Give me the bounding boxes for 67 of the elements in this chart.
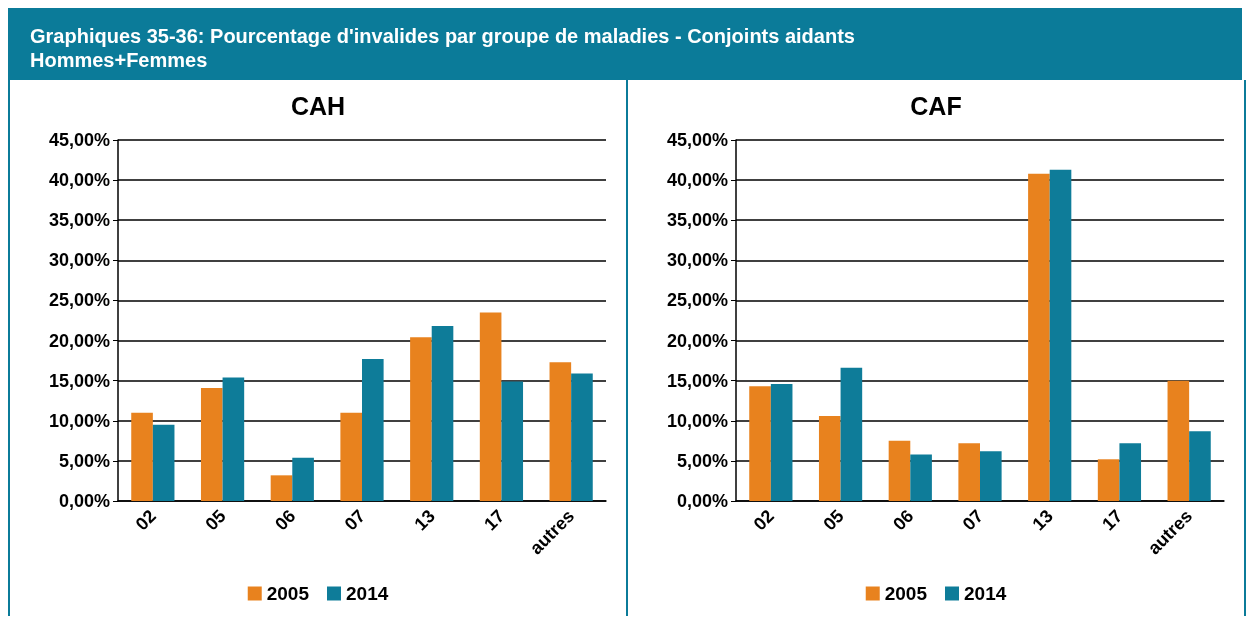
y-tick-label: 30,00% xyxy=(666,250,728,271)
y-tick-label: 35,00% xyxy=(666,210,728,231)
bar xyxy=(1028,173,1050,501)
bar xyxy=(410,337,432,501)
bar xyxy=(1189,431,1211,501)
bar xyxy=(501,381,524,501)
bar xyxy=(888,440,911,501)
bar xyxy=(818,415,841,501)
y-tick-label: 15,00% xyxy=(48,370,110,391)
x-tick-label: 13 xyxy=(1028,505,1057,535)
chart-title: CAF xyxy=(910,91,962,120)
y-tick-label: 5,00% xyxy=(58,450,110,471)
chart-title: CAH xyxy=(290,91,346,120)
bar xyxy=(222,377,245,501)
text: Graphiques 35-36: Pourcentage d'invalides par groupe de maladies - Conjoints aidants Hommes+Femmes xyxy=(8,8,1242,80)
y-tick-label: 25,00% xyxy=(48,290,110,311)
legend-label: 2014 xyxy=(346,583,389,604)
bar xyxy=(1119,443,1142,501)
bar xyxy=(958,443,980,501)
legend-label: 2005 xyxy=(884,583,928,604)
bar xyxy=(200,387,223,501)
y-tick-label: 15,00% xyxy=(666,370,728,391)
x-tick-label: 05 xyxy=(819,505,848,535)
x-tick-label: 07 xyxy=(958,505,988,535)
bar xyxy=(152,424,175,501)
y-tick-label: 45,00% xyxy=(48,130,110,150)
bar xyxy=(770,383,793,501)
y-tick-label: 5,00% xyxy=(676,450,728,471)
bar xyxy=(1167,380,1190,501)
bar xyxy=(131,412,153,501)
bar xyxy=(1049,169,1072,501)
bar xyxy=(571,373,593,501)
bar xyxy=(980,451,1002,501)
y-tick-label: 35,00% xyxy=(48,210,110,231)
y-tick-label: 0,00% xyxy=(58,491,110,511)
bar xyxy=(840,367,863,501)
bar xyxy=(549,362,572,501)
bar xyxy=(292,457,314,501)
y-tick-label: 40,00% xyxy=(666,170,728,191)
y-tick-label: 10,00% xyxy=(666,410,728,431)
x-tick-label: 05 xyxy=(201,505,230,535)
bar xyxy=(362,359,384,501)
x-tick-label: 17 xyxy=(480,505,509,535)
bar xyxy=(340,412,362,501)
y-tick-label: 20,00% xyxy=(666,330,728,351)
x-tick-label: 17 xyxy=(1098,505,1127,535)
bar xyxy=(910,454,932,501)
x-tick-label: 13 xyxy=(410,505,439,535)
y-tick-label: 20,00% xyxy=(48,330,110,351)
legend-label: 2005 xyxy=(266,583,310,604)
x-tick-label: 06 xyxy=(271,505,300,535)
bar xyxy=(749,386,771,501)
y-tick-label: 40,00% xyxy=(48,170,110,191)
bar xyxy=(1097,459,1120,501)
x-tick-label: 07 xyxy=(340,505,370,535)
bar xyxy=(270,475,293,501)
x-tick-label: 02 xyxy=(131,505,160,535)
bar xyxy=(431,326,454,501)
y-tick-label: 10,00% xyxy=(48,410,110,431)
bar xyxy=(479,312,502,501)
y-tick-label: 0,00% xyxy=(676,491,728,511)
x-tick-label: 02 xyxy=(749,505,778,535)
y-tick-label: 25,00% xyxy=(666,290,728,311)
x-tick-label: 06 xyxy=(889,505,918,535)
y-tick-label: 45,00% xyxy=(666,130,728,150)
y-tick-label: 30,00% xyxy=(48,250,110,271)
legend-label: 2014 xyxy=(964,583,1007,604)
